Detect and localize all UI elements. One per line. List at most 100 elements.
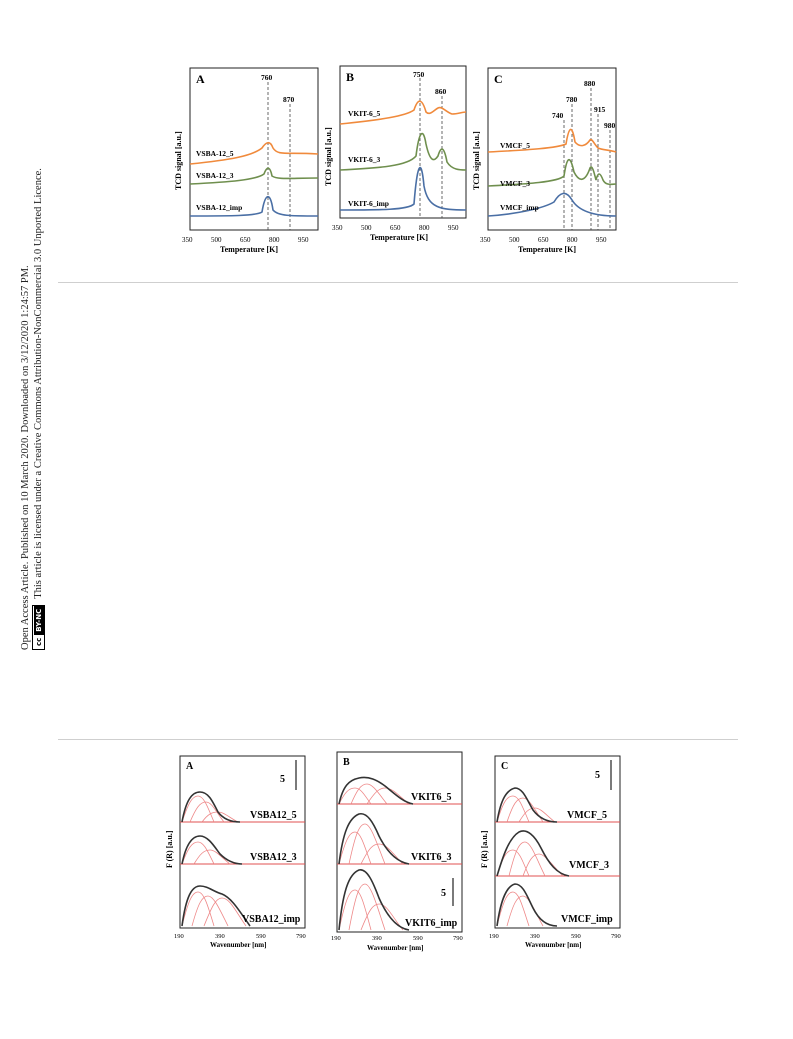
fit-component (203, 897, 247, 927)
license-line: ccBY-NC This article is licensed under a … (32, 168, 45, 650)
series-label: VMCF_3 (569, 860, 609, 871)
x-tick-label: 500 (361, 224, 372, 232)
uv-panel-a: A 5 VSBA12_5 VSBA12_3 VSBA12_imp F (R) [… (165, 755, 306, 949)
panel-frame (487, 67, 617, 231)
peak-label: 980 (604, 121, 616, 130)
x-tick-label: 800 (567, 236, 578, 244)
fit-component (360, 903, 404, 931)
peak-label: 740 (552, 111, 564, 120)
panel-letter: B (343, 757, 350, 768)
panel-letter: A (196, 72, 205, 86)
series-label: VMCF_5 (500, 141, 530, 150)
fit-component (360, 843, 404, 865)
series-line (487, 192, 617, 217)
series-label: VSBA-12_5 (196, 149, 234, 158)
series-line (189, 141, 319, 165)
y-axis-label: TCD signal [a.u.] (174, 131, 183, 190)
fit-component (181, 841, 215, 865)
fit-component (506, 895, 544, 927)
panel-frame (189, 67, 319, 231)
peak-label: 760 (261, 73, 273, 82)
fit-component (181, 795, 215, 823)
x-tick-label: 590 (571, 933, 581, 940)
series-line (189, 195, 319, 217)
x-tick-label: 950 (298, 236, 309, 244)
series-line (339, 100, 467, 125)
x-tick-label: 650 (240, 236, 251, 244)
x-axis-label: Wavenumber [nm] (367, 944, 423, 952)
x-tick-label: 350 (480, 236, 491, 244)
spectrum-envelope (496, 787, 558, 823)
panel-letter: A (186, 761, 194, 772)
uv-panel-c: C 5 VMCF_5 VMCF_3 VMCF_imp F (R) [a.u.] … (480, 755, 621, 949)
uv-vis-figure: A 5 VSBA12_5 VSBA12_3 VSBA12_imp F (R) [… (165, 751, 621, 952)
series-label: VKIT-6_imp (348, 199, 389, 208)
panel-frame (179, 755, 306, 929)
cc-by-nc-badge[interactable]: ccBY-NC (32, 604, 45, 650)
series-label: VMCF_3 (500, 179, 530, 188)
panel-letter: C (501, 761, 508, 772)
tpr-panel-c: C 740 780 880 915 980 VMCF_5 VMCF_3 VMCF… (472, 67, 617, 254)
panel-frame (494, 755, 621, 929)
x-axis-label: Wavenumber [nm] (210, 941, 266, 949)
section-divider (58, 282, 738, 283)
x-tick-label: 190 (331, 935, 341, 942)
x-tick-label: 350 (332, 224, 343, 232)
fit-component (338, 889, 372, 931)
series-label: VSBA12_imp (242, 914, 301, 925)
panel-letter: B (346, 70, 354, 84)
y-axis-label: TCD signal [a.u.] (324, 127, 333, 186)
series-label: VKIT6_imp (405, 918, 458, 929)
fit-component (338, 787, 372, 805)
fit-component (348, 823, 386, 865)
fit-component (350, 783, 388, 805)
series-line (189, 167, 319, 185)
spectrum-envelope (181, 791, 241, 823)
x-tick-label: 800 (269, 236, 280, 244)
spectrum-envelope (338, 776, 414, 805)
fit-component (508, 841, 546, 877)
peak-label: 860 (435, 87, 447, 96)
fit-component (496, 891, 530, 927)
x-axis-label: Temperature [K] (370, 233, 428, 242)
x-tick-label: 950 (448, 224, 459, 232)
spectrum-envelope (338, 812, 410, 865)
series-label: VMCF_imp (500, 203, 539, 212)
uv-panel-b: B 5 VKIT6_5 VKIT6_3 VKIT6_imp 190 390 59… (331, 751, 463, 952)
spectrum-envelope (338, 869, 410, 931)
license-link[interactable]: This article is licensed under a Creativ… (32, 168, 44, 599)
x-tick-label: 590 (256, 933, 266, 940)
scale-label: 5 (595, 770, 600, 781)
peak-label: 750 (413, 70, 425, 79)
spectrum-envelope (496, 883, 558, 927)
x-axis-label: Temperature [K] (518, 245, 576, 254)
fit-component (506, 797, 544, 823)
by-nc-badge-label: BY-NC (34, 605, 44, 635)
y-axis-label: F (R) [a.u.] (165, 830, 174, 868)
license-sidebar: Open Access Article. Published on 10 Mar… (0, 0, 45, 1039)
peak-label: 870 (283, 95, 295, 104)
series-label: VSBA-12_3 (196, 171, 234, 180)
x-tick-label: 390 (530, 933, 540, 940)
peak-label: 915 (594, 105, 606, 114)
x-tick-label: 650 (538, 236, 549, 244)
series-label: VSBA12_5 (250, 810, 297, 821)
tpr-panel-a: A 760 870 VSBA-12_5 VSBA-12_3 VSBA-12_im… (174, 67, 319, 254)
spectrum-envelope (181, 835, 243, 865)
x-axis-label: Temperature [K] (220, 245, 278, 254)
tpr-figure: A 760 870 VSBA-12_5 VSBA-12_3 VSBA-12_im… (174, 65, 617, 254)
series-label: VSBA-12_imp (196, 203, 242, 212)
series-line (339, 166, 467, 211)
fit-component (366, 787, 410, 805)
section-divider (58, 739, 738, 740)
x-tick-label: 350 (182, 236, 193, 244)
peak-label: 880 (584, 79, 596, 88)
series-label: VKIT-6_5 (348, 109, 380, 118)
series-label: VSBA12_3 (250, 852, 297, 863)
y-axis-label: TCD signal [a.u.] (472, 131, 481, 190)
x-tick-label: 650 (390, 224, 401, 232)
fit-component (522, 853, 564, 877)
scale-label: 5 (280, 774, 285, 785)
x-tick-label: 190 (174, 933, 184, 940)
tpr-panel-b: B 750 860 VKIT-6_5 VKIT-6_3 VKIT-6_imp T… (324, 65, 467, 242)
